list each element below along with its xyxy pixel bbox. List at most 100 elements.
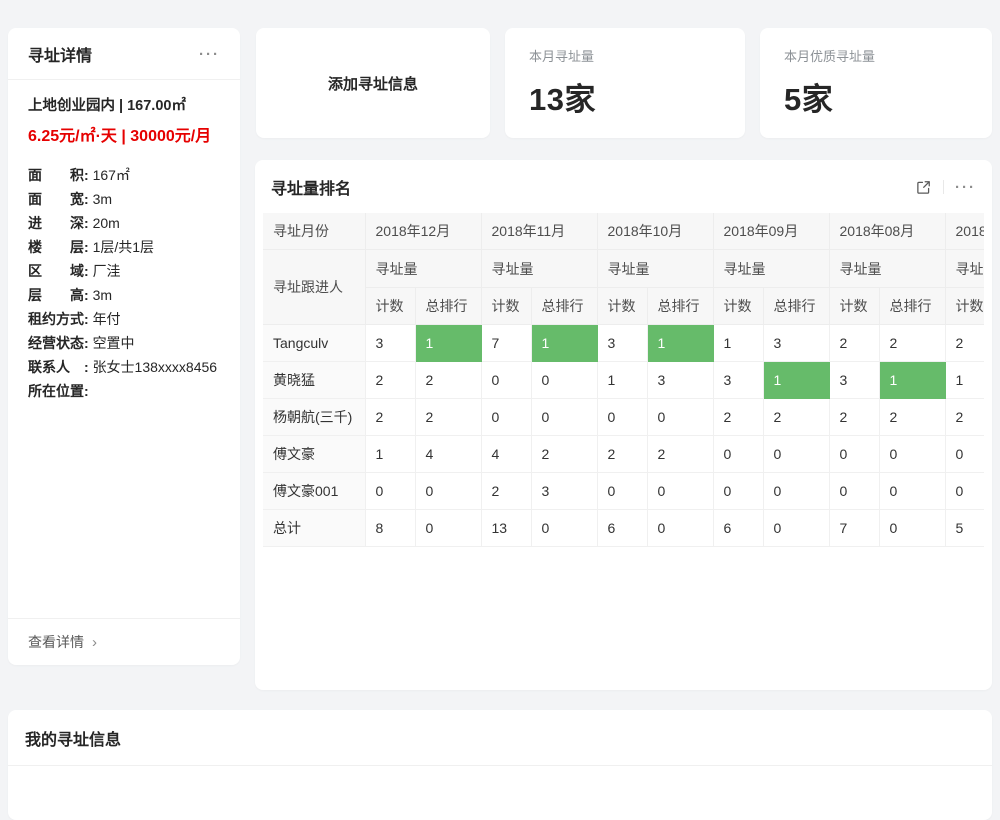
property-price: 6.25元/㎡·天 | 30000元/月 xyxy=(28,128,212,146)
count-header: 计数 xyxy=(481,287,532,325)
table-row: 傅文豪001 0 0 2 3 0 0 0 0 0 0 0 xyxy=(263,472,984,510)
table-cell: 2 xyxy=(481,472,532,510)
table-cell: 0 xyxy=(415,509,482,547)
table-cell: 0 xyxy=(415,472,482,510)
table-cell: 2 xyxy=(829,324,880,362)
month-header: 2018年08月 xyxy=(829,213,946,250)
table-cell: 6 xyxy=(597,509,648,547)
table-cell: 0 xyxy=(945,435,984,473)
stat-label: 本月寻址量 xyxy=(529,49,595,64)
table-cell: 0 xyxy=(365,472,416,510)
table-cell: 0 xyxy=(879,435,946,473)
field-district: 区 域: 厂洼 xyxy=(28,263,121,280)
field-position: 所在位置: xyxy=(28,383,89,400)
month-header: 2018年10月 xyxy=(597,213,714,250)
table-cell: 2 xyxy=(647,435,714,473)
table-cell: 0 xyxy=(531,361,598,399)
table-row: 傅文豪 1 4 4 2 2 2 0 0 0 0 0 xyxy=(263,435,984,473)
group-header-row: 寻址跟进人 寻址量 寻址量 寻址量 寻址量 寻址量 寻址量 xyxy=(263,249,984,325)
add-address-info-label: 添加寻址信息 xyxy=(327,75,418,93)
table-cell: 2 xyxy=(763,398,830,436)
rank-header: 总排行 xyxy=(647,287,714,325)
table-row: 黄晓猛 2 2 0 0 1 3 3 1 3 1 1 xyxy=(263,361,984,399)
table-cell: 2 xyxy=(597,435,648,473)
table-cell: 2 xyxy=(879,398,946,436)
table-cell: 0 xyxy=(531,509,598,547)
detail-card-header: 寻址详情 ··· xyxy=(8,28,240,80)
table-cell: 1 xyxy=(531,324,598,362)
property-location: 上地创业园内 | 167.00㎡ xyxy=(28,98,186,114)
table-cell: 0 xyxy=(531,398,598,436)
export-icon[interactable] xyxy=(915,179,932,196)
corner-header: 寻址月份 xyxy=(263,213,366,250)
table-cell: 2 xyxy=(879,324,946,362)
group-header: 寻址量 xyxy=(829,249,946,288)
count-header: 计数 xyxy=(829,287,880,325)
table-row: 杨朝航(三千) 2 2 0 0 0 0 2 2 2 2 2 xyxy=(263,398,984,436)
table-cell: 7 xyxy=(829,509,880,547)
field-lease-type: 租约方式: 年付 xyxy=(28,311,121,328)
ranking-table-wrapper: 寻址月份 2018年12月 2018年11月 2018年10月 2018年09月… xyxy=(263,213,984,547)
field-depth: 进 深: 20m xyxy=(28,215,120,232)
table-cell: 4 xyxy=(415,435,482,473)
table-cell: 2 xyxy=(945,398,984,436)
field-height: 层 高: 3m xyxy=(28,287,113,304)
table-cell: 0 xyxy=(829,435,880,473)
more-menu-icon[interactable]: ··· xyxy=(199,45,220,63)
table-cell: 3 xyxy=(531,472,598,510)
my-address-info-card: 我的寻址信息 xyxy=(8,710,992,820)
table-cell: 0 xyxy=(879,509,946,547)
table-cell: 2 xyxy=(415,361,482,399)
table-cell: 0 xyxy=(763,435,830,473)
my-address-info-title: 我的寻址信息 xyxy=(8,710,992,766)
stat-label: 本月优质寻址量 xyxy=(784,49,876,64)
group-header: 寻址量 xyxy=(713,249,830,288)
table-cell: 2 xyxy=(829,398,880,436)
table-cell: 2 xyxy=(945,324,984,362)
table-cell: 3 xyxy=(829,361,880,399)
ranking-table: 寻址月份 2018年12月 2018年11月 2018年10月 2018年09月… xyxy=(263,213,984,547)
table-cell: 0 xyxy=(713,435,764,473)
table-cell: 0 xyxy=(597,472,648,510)
ranking-card-title: 寻址量排名 xyxy=(271,181,352,198)
table-cell: 2 xyxy=(365,361,416,399)
month-header: 2018年12月 xyxy=(365,213,482,250)
add-address-info-button[interactable]: 添加寻址信息 xyxy=(256,28,490,138)
stat-value: 13家 xyxy=(529,82,596,117)
group-header: 寻址量 xyxy=(481,249,598,288)
stat-value: 5家 xyxy=(784,82,834,117)
table-cell: 1 xyxy=(879,361,946,399)
field-contact: 联系人 : 张女士138xxxx8456 xyxy=(28,359,218,376)
ranking-card-header: 寻址量排名 ··· xyxy=(255,160,992,213)
table-cell: 0 xyxy=(945,472,984,510)
follower-name: 傅文豪 xyxy=(263,435,366,473)
table-row: Tangculv 3 1 7 1 3 1 1 3 2 2 2 xyxy=(263,324,984,362)
table-cell: 3 xyxy=(597,324,648,362)
follower-name: 傅文豪001 xyxy=(263,472,366,510)
table-cell: 2 xyxy=(365,398,416,436)
table-cell: 8 xyxy=(365,509,416,547)
table-cell: 1 xyxy=(945,361,984,399)
table-cell: 3 xyxy=(365,324,416,362)
month-header: 2018年11月 xyxy=(481,213,598,250)
property-fields: 面 积: 167㎡ 面 宽: 3m 进 深: 20m 楼 层: 1层/共1层 区… xyxy=(28,163,220,403)
more-menu-icon[interactable]: ··· xyxy=(955,178,976,196)
address-ranking-card: 寻址量排名 ··· 寻址月份 xyxy=(255,160,992,690)
table-cell: 2 xyxy=(713,398,764,436)
table-cell: 0 xyxy=(647,509,714,547)
table-cell: 0 xyxy=(597,398,648,436)
field-floor: 楼 层: 1层/共1层 xyxy=(28,239,155,256)
divider xyxy=(943,180,944,194)
view-detail-link[interactable]: 查看详情 › xyxy=(8,618,240,665)
table-cell: 3 xyxy=(763,324,830,362)
monthly-quality-address-count-card: 本月优质寻址量 5家 xyxy=(760,28,992,138)
table-cell: 0 xyxy=(713,472,764,510)
month-header: 2018年09月 xyxy=(713,213,830,250)
table-cell: 0 xyxy=(481,361,532,399)
group-header: 寻址量 xyxy=(365,249,482,288)
field-width: 面 宽: 3m xyxy=(28,191,113,208)
table-cell: 1 xyxy=(763,361,830,399)
group-header: 寻址量 xyxy=(945,249,984,288)
chevron-right-icon: › xyxy=(92,634,97,651)
sub-header-row: 计数 总排行 计数 总排行 计数 总排行 计数 总排行 计数 总排行 计数 总排… xyxy=(263,287,984,325)
